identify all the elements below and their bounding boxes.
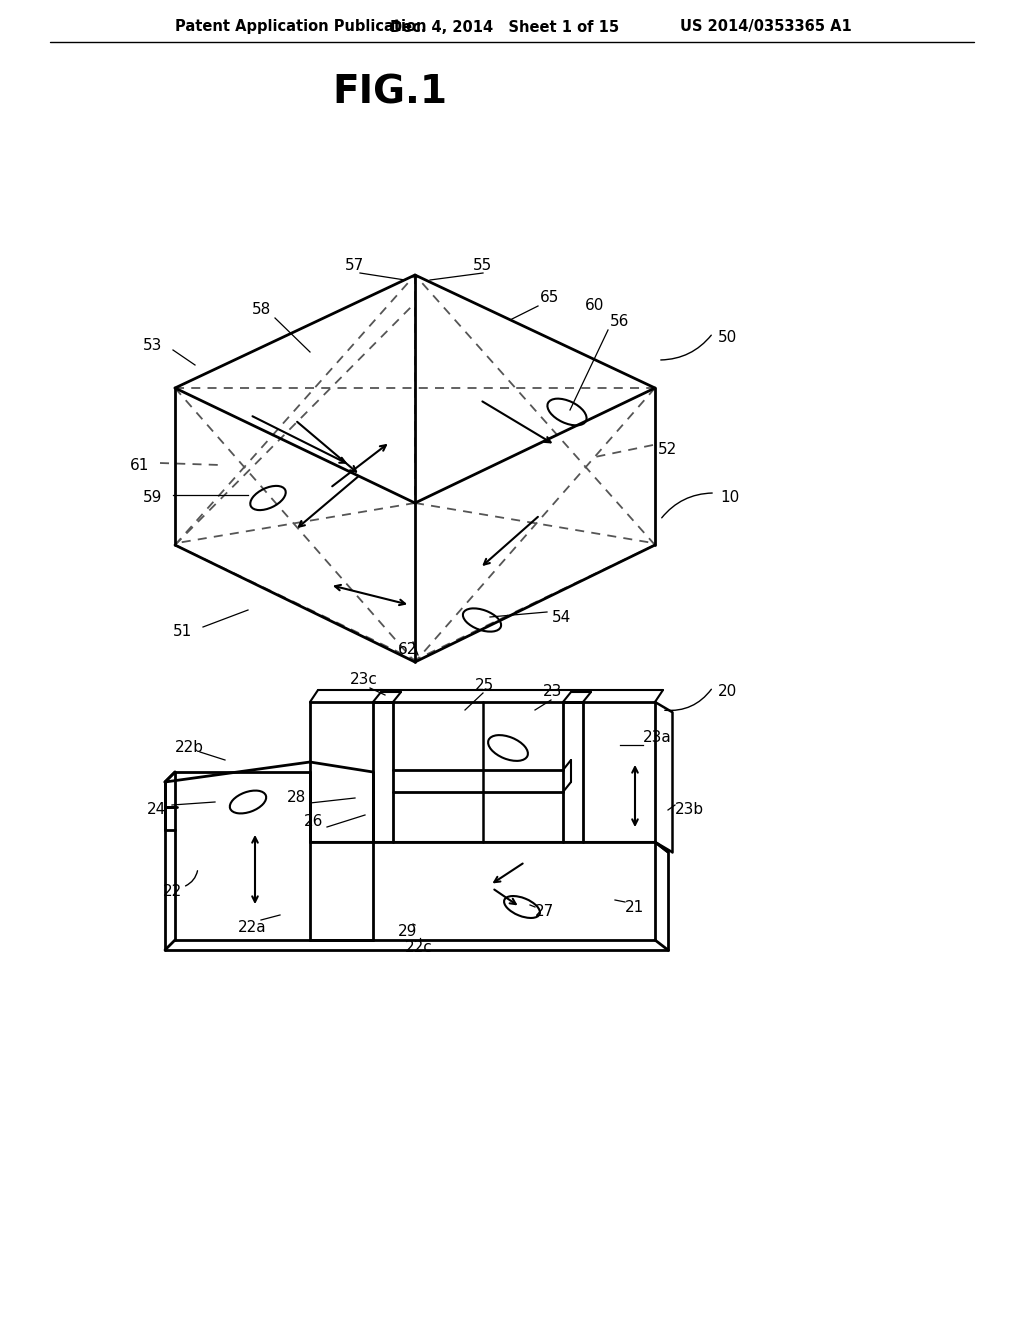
Text: 54: 54	[552, 610, 571, 624]
Text: 23b: 23b	[675, 803, 705, 817]
Text: 22a: 22a	[238, 920, 266, 936]
Text: 51: 51	[173, 624, 193, 639]
Text: 10: 10	[720, 491, 739, 506]
Text: 23a: 23a	[643, 730, 672, 744]
Text: 60: 60	[585, 297, 604, 313]
Text: 23c: 23c	[350, 672, 378, 688]
Text: 28: 28	[287, 791, 306, 805]
Text: 22: 22	[163, 884, 182, 899]
Text: 56: 56	[610, 314, 630, 330]
Text: 57: 57	[345, 257, 365, 272]
Text: 24: 24	[147, 803, 166, 817]
Text: 21: 21	[625, 899, 644, 915]
Text: 53: 53	[143, 338, 163, 352]
Text: 52: 52	[658, 442, 677, 458]
Text: 27: 27	[535, 904, 554, 920]
Text: 62: 62	[398, 643, 418, 657]
Text: FIG.1: FIG.1	[333, 73, 447, 111]
Text: Dec. 4, 2014   Sheet 1 of 15: Dec. 4, 2014 Sheet 1 of 15	[390, 20, 620, 34]
Text: 29: 29	[398, 924, 418, 940]
Text: 25: 25	[475, 677, 495, 693]
Text: 61: 61	[130, 458, 150, 473]
Text: 23: 23	[543, 685, 562, 700]
Text: US 2014/0353365 A1: US 2014/0353365 A1	[680, 20, 852, 34]
Text: 50: 50	[718, 330, 737, 346]
Text: 22c: 22c	[406, 940, 433, 954]
Text: Patent Application Publication: Patent Application Publication	[175, 20, 427, 34]
Text: 26: 26	[304, 814, 324, 829]
Text: 20: 20	[718, 685, 737, 700]
Text: 58: 58	[252, 302, 271, 318]
Text: 65: 65	[540, 290, 559, 305]
Text: 59: 59	[143, 491, 163, 506]
Text: 22b: 22b	[175, 739, 204, 755]
Text: 55: 55	[473, 257, 493, 272]
